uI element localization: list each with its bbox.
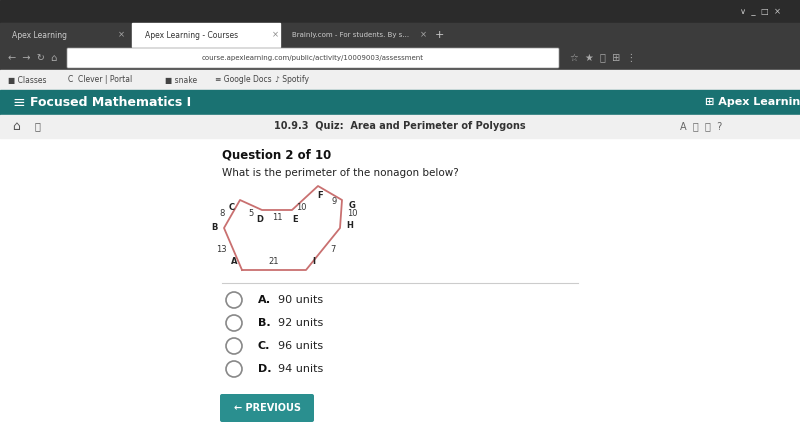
Text: +: + xyxy=(435,30,444,40)
Text: ×: × xyxy=(118,30,125,40)
Text: 10.9.3  Quiz:  Area and Perimeter of Polygons: 10.9.3 Quiz: Area and Perimeter of Polyg… xyxy=(274,121,526,131)
Text: course.apexlearning.com/public/activity/10009003/assessment: course.apexlearning.com/public/activity/… xyxy=(202,55,424,61)
Text: 10: 10 xyxy=(346,209,358,219)
Text: 10: 10 xyxy=(296,203,306,211)
Bar xyxy=(0,0,800,23)
Text: G: G xyxy=(349,201,355,211)
Text: 21: 21 xyxy=(269,257,279,265)
Bar xyxy=(0,90,800,115)
Text: Focused Mathematics I: Focused Mathematics I xyxy=(30,95,191,108)
Text: H: H xyxy=(346,222,354,230)
Bar xyxy=(0,23,130,47)
Text: Brainly.com - For students. By s...: Brainly.com - For students. By s... xyxy=(292,32,409,38)
Text: 96 units: 96 units xyxy=(278,341,323,351)
Text: 5: 5 xyxy=(248,208,254,217)
Text: F: F xyxy=(317,192,323,200)
Bar xyxy=(0,70,800,90)
Text: ×: × xyxy=(420,30,427,40)
Text: 7: 7 xyxy=(330,244,336,254)
Text: ←  →  ↻  ⌂: ← → ↻ ⌂ xyxy=(8,53,58,63)
Text: ■ Classes: ■ Classes xyxy=(8,76,46,84)
FancyBboxPatch shape xyxy=(220,394,314,422)
Text: ☆  ★  ⧉  ⊞  ⋮: ☆ ★ ⧉ ⊞ ⋮ xyxy=(570,53,636,63)
Text: 94 units: 94 units xyxy=(278,364,323,374)
Text: ■ snake: ■ snake xyxy=(165,76,197,84)
Text: ♪ Spotify: ♪ Spotify xyxy=(275,76,309,84)
Text: 8: 8 xyxy=(219,209,225,219)
Text: B: B xyxy=(211,224,217,233)
Text: 🔖: 🔖 xyxy=(35,121,41,131)
Text: D: D xyxy=(257,214,263,224)
Text: Question 2 of 10: Question 2 of 10 xyxy=(222,149,331,162)
Text: Apex Learning: Apex Learning xyxy=(12,30,67,40)
Text: E: E xyxy=(292,214,298,224)
Text: 90 units: 90 units xyxy=(278,295,323,305)
Text: A.: A. xyxy=(258,295,271,305)
Text: A  👤  🖨  ?: A 👤 🖨 ? xyxy=(680,121,722,131)
Text: What is the perimeter of the nonagon below?: What is the perimeter of the nonagon bel… xyxy=(222,168,458,178)
Bar xyxy=(0,23,800,47)
Text: 9: 9 xyxy=(331,197,337,206)
Bar xyxy=(0,138,800,422)
Text: D.: D. xyxy=(258,364,271,374)
Text: Apex Learning - Courses: Apex Learning - Courses xyxy=(145,30,238,40)
Text: B.: B. xyxy=(258,318,270,328)
Text: ← PREVIOUS: ← PREVIOUS xyxy=(234,403,301,413)
Text: ⊞ Apex Learning: ⊞ Apex Learning xyxy=(705,97,800,107)
Text: C: C xyxy=(229,203,235,213)
Bar xyxy=(0,115,800,138)
FancyBboxPatch shape xyxy=(67,48,559,68)
Text: 13: 13 xyxy=(216,244,226,254)
Bar xyxy=(132,23,280,47)
Text: 92 units: 92 units xyxy=(278,318,323,328)
Bar xyxy=(0,47,800,70)
Text: C  Clever | Portal: C Clever | Portal xyxy=(68,76,132,84)
Text: ×: × xyxy=(272,30,279,40)
Bar xyxy=(282,23,430,47)
Text: 11: 11 xyxy=(272,214,282,222)
Text: ≡: ≡ xyxy=(12,95,25,109)
Text: I: I xyxy=(313,257,315,267)
Text: ≡ Google Docs: ≡ Google Docs xyxy=(215,76,272,84)
Text: A: A xyxy=(230,257,238,267)
Text: C.: C. xyxy=(258,341,270,351)
Text: ∨  _  □  ×: ∨ _ □ × xyxy=(740,8,781,16)
Text: ⌂: ⌂ xyxy=(12,119,20,133)
